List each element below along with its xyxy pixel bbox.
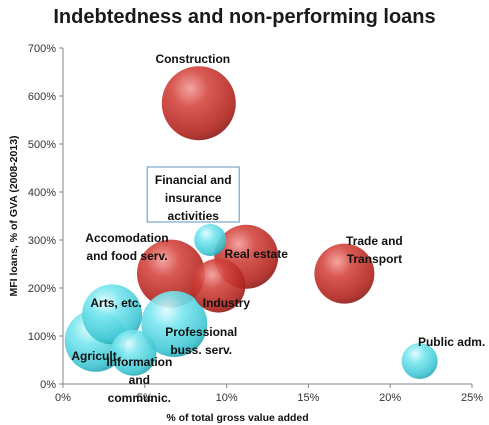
bubble	[161, 66, 236, 141]
bubble-circle	[161, 66, 236, 141]
y-tick-label: 300%	[28, 235, 56, 247]
bubble-label-group: Arts, etc.	[90, 296, 141, 310]
x-tick-label: 25%	[461, 392, 483, 404]
x-tick-label: 10%	[216, 392, 238, 404]
bubble-label: Professional buss. serv.	[165, 325, 237, 357]
y-tick-label: 500%	[28, 139, 56, 151]
chart-title: Indebtedness and non-performing loans	[53, 6, 436, 28]
bubble-label: Agricult.	[71, 349, 120, 363]
label-box	[146, 166, 240, 223]
x-tick-label: 5%	[137, 392, 153, 404]
bubble-label: Public adm.	[418, 335, 485, 349]
y-tick-label: 600%	[28, 91, 56, 103]
bubble-label: Industry	[203, 296, 251, 310]
bubble-label: Real estate	[225, 247, 289, 261]
x-tick-label: 20%	[379, 392, 401, 404]
y-tick-label: 100%	[28, 331, 56, 343]
bubble-labels: Construction Real estate Accomodation and f…	[71, 52, 485, 405]
bubble-label: Information and communic.	[106, 355, 172, 405]
x-tick-label: 0%	[55, 392, 71, 404]
bubble-circle	[401, 342, 438, 379]
x-axis-title: % of total gross value added	[166, 412, 308, 424]
bubble	[191, 258, 246, 313]
bubble-label: Accomodation and food serv.	[85, 231, 168, 263]
x-tick-label: 15%	[297, 392, 319, 404]
bubble-circle	[110, 329, 157, 376]
bubble	[194, 224, 227, 256]
bubble-circle	[82, 284, 143, 345]
bubble-label-group: Professional buss. serv.	[165, 325, 237, 357]
bubble-label: Financial and insurance activities	[155, 173, 232, 223]
bubble-label-group: Information and communic.	[106, 355, 172, 405]
bubbles	[64, 66, 438, 379]
bubble	[136, 239, 205, 308]
bubble-label: Trade and Transport	[346, 234, 403, 266]
y-axis-title: MFI loans, % of GVA (2008-2013)	[8, 135, 20, 296]
bubble-label-group: Industry	[203, 296, 251, 310]
bubble-circle	[191, 258, 246, 313]
bubble	[110, 329, 157, 376]
bubble	[401, 342, 438, 379]
bubble	[82, 284, 143, 345]
bubble	[314, 243, 375, 304]
bubble-circle	[141, 291, 208, 357]
bubble-label: Arts, etc.	[90, 296, 141, 310]
y-tick-label: 700%	[28, 43, 56, 55]
bubble-circle	[194, 224, 227, 256]
bubble-label-group: Real estate	[225, 247, 289, 261]
bubble-circle	[136, 239, 205, 308]
bubble-label-group: Financial and insurance activities	[146, 166, 240, 223]
bubble-label-group: Public adm.	[418, 335, 485, 349]
bubble	[141, 291, 208, 357]
bubble-label-group: Construction	[155, 52, 230, 66]
bubble-label-group: Agricult.	[71, 349, 120, 363]
y-tick-label: 200%	[28, 283, 56, 295]
bubble-label-group: Accomodation and food serv.	[85, 231, 168, 263]
bubble-label: Construction	[155, 52, 230, 66]
bubble-label-group: Trade and Transport	[346, 234, 403, 266]
y-tick-label: 400%	[28, 187, 56, 199]
axes: 0% 100% 200% 300% 400% 500% 600% 700% 0% 5% 10% 15%…	[8, 43, 483, 424]
y-tick-label: 0%	[40, 379, 56, 391]
bubble-circle	[314, 243, 375, 304]
